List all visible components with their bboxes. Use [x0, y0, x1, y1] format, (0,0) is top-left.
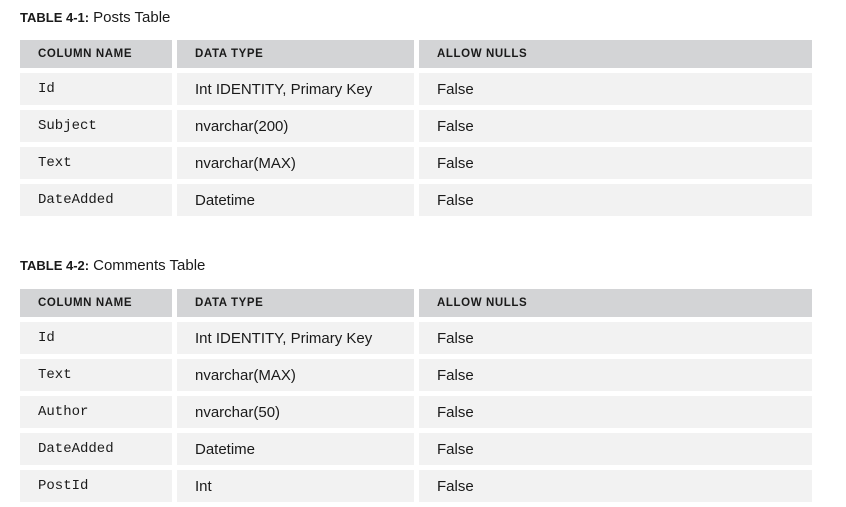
table-cell: False — [419, 359, 812, 391]
table-cell: False — [419, 470, 812, 502]
table-cell: Author — [20, 396, 172, 428]
table-title: Comments Table — [93, 257, 206, 274]
table-cell: False — [419, 147, 812, 179]
table-caption: TABLE 4-1: Posts Table — [20, 9, 170, 26]
table-cell: nvarchar(MAX) — [177, 359, 414, 391]
table-cell: False — [419, 110, 812, 142]
table-cell: False — [419, 433, 812, 465]
table-cell: Int IDENTITY, Primary Key — [177, 73, 414, 105]
table-cell: Datetime — [177, 184, 414, 216]
header-row: COLUMN NAME DATA TYPE ALLOW NULLS — [20, 40, 812, 68]
table-cell: PostId — [20, 470, 172, 502]
table-cell: False — [419, 396, 812, 428]
table-row: Text nvarchar(MAX) False — [20, 359, 812, 391]
table-cell: Text — [20, 359, 172, 391]
table-title: Posts Table — [93, 9, 171, 26]
column-header: DATA TYPE — [177, 40, 414, 68]
column-header: DATA TYPE — [177, 289, 414, 317]
table-label: TABLE 4-1: — [20, 10, 90, 25]
table-cell: Id — [20, 73, 172, 105]
table-cell: Datetime — [177, 433, 414, 465]
table-cell: False — [419, 73, 812, 105]
comments-table: COLUMN NAME DATA TYPE ALLOW NULLS Id Int IDE… — [15, 284, 817, 507]
table-row: Subject nvarchar(200) False — [20, 110, 812, 142]
table-cell: Subject — [20, 110, 172, 142]
table-cell: Text — [20, 147, 172, 179]
column-header: COLUMN NAME — [20, 40, 172, 68]
table-label: TABLE 4-2: — [20, 258, 90, 273]
table-row: Id Int IDENTITY, Primary Key False — [20, 73, 812, 105]
header-row: COLUMN NAME DATA TYPE ALLOW NULLS — [20, 289, 812, 317]
table-cell: False — [419, 322, 812, 354]
table-row: Id Int IDENTITY, Primary Key False — [20, 322, 812, 354]
table-row: PostId Int False — [20, 470, 812, 502]
column-header: ALLOW NULLS — [419, 289, 812, 317]
table-cell: DateAdded — [20, 184, 172, 216]
column-header: COLUMN NAME — [20, 289, 172, 317]
table-caption: TABLE 4-2: Comments Table — [20, 257, 205, 274]
table-cell: False — [419, 184, 812, 216]
table-row: Author nvarchar(50) False — [20, 396, 812, 428]
table-cell: DateAdded — [20, 433, 172, 465]
posts-table: COLUMN NAME DATA TYPE ALLOW NULLS Id Int IDE… — [15, 35, 817, 221]
table-cell: Int IDENTITY, Primary Key — [177, 322, 414, 354]
table-row: DateAdded Datetime False — [20, 184, 812, 216]
column-header: ALLOW NULLS — [419, 40, 812, 68]
table-cell: nvarchar(MAX) — [177, 147, 414, 179]
table-cell: nvarchar(50) — [177, 396, 414, 428]
table-cell: Int — [177, 470, 414, 502]
table-cell: nvarchar(200) — [177, 110, 414, 142]
table-row: DateAdded Datetime False — [20, 433, 812, 465]
table-row: Text nvarchar(MAX) False — [20, 147, 812, 179]
table-cell: Id — [20, 322, 172, 354]
